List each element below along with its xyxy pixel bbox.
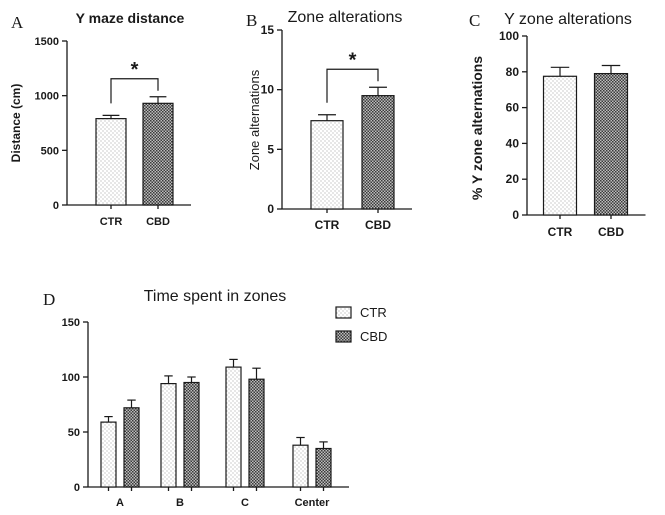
bar — [100, 421, 117, 488]
panel-b-ylabel: Zone alternations — [247, 69, 262, 170]
panel-d-letter: D — [43, 290, 55, 309]
bar — [593, 72, 629, 216]
x-tick-label: CBD — [146, 216, 170, 228]
y-tick-label: 0 — [74, 482, 80, 494]
bar — [123, 407, 140, 488]
legend-label: CTR — [360, 305, 387, 320]
x-tick-label: B — [176, 497, 184, 509]
bar — [248, 378, 265, 488]
x-tick-label: C — [241, 497, 249, 509]
x-tick-label: CTR — [315, 218, 340, 232]
panel-b-title: Zone alterations — [288, 9, 403, 26]
legend-label: CBD — [360, 329, 387, 344]
panel-c-letter: C — [469, 11, 480, 30]
panel-d: D Time spent in zones 0 50 100 150 A B C Center… — [43, 288, 387, 509]
y-tick-label: 1000 — [35, 91, 59, 103]
panel-a-plot: 0 500 1000 1500 CTR CBD * — [35, 36, 191, 228]
y-tick-label: 1500 — [35, 36, 59, 48]
legend-swatch — [335, 330, 352, 343]
panel-d-title: Time spent in zones — [144, 288, 287, 305]
x-tick-label: CBD — [365, 218, 391, 232]
bar — [292, 444, 309, 488]
x-tick-label: CTR — [100, 216, 123, 228]
significance-label: * — [349, 49, 357, 71]
bar — [95, 118, 127, 206]
y-tick-label: 80 — [506, 65, 520, 79]
x-tick-label: CBD — [598, 225, 624, 239]
y-tick-label: 15 — [261, 23, 275, 37]
x-tick-label: CTR — [548, 225, 573, 239]
panel-c-ylabel: % Y zone alternations — [469, 56, 485, 200]
panel-a: A Y maze distance Distance (cm) 0 500 1000… — [9, 10, 191, 228]
bar — [310, 120, 344, 210]
panel-a-title: Y maze distance — [76, 10, 185, 26]
y-tick-label: 0 — [512, 208, 519, 222]
y-tick-label: 150 — [62, 317, 80, 329]
y-tick-label: 5 — [267, 142, 274, 156]
x-tick-label: Center — [295, 497, 331, 509]
y-tick-label: 0 — [53, 200, 59, 212]
y-tick-label: 0 — [267, 202, 274, 216]
y-tick-label: 40 — [506, 136, 520, 150]
y-tick-label: 100 — [499, 29, 519, 43]
y-tick-label: 50 — [68, 427, 80, 439]
panel-c: C Y zone alterations % Y zone alternatio… — [469, 11, 646, 239]
panel-c-plot: 0 20 40 60 80 100 CTR CBD — [499, 29, 646, 239]
panel-b-letter: B — [246, 11, 257, 30]
bar — [160, 383, 177, 488]
y-tick-label: 500 — [41, 145, 59, 157]
bar — [225, 366, 242, 488]
x-tick-label: A — [116, 497, 124, 509]
y-tick-label: 100 — [62, 372, 80, 384]
bar — [183, 381, 200, 488]
panel-d-legend: CTR CBD — [335, 305, 387, 344]
panel-d-plot: 0 50 100 150 A B C Center — [62, 317, 349, 509]
bar — [142, 102, 174, 206]
panel-b-plot: 0 5 10 15 CTR CBD * — [261, 23, 412, 232]
bar — [542, 75, 578, 216]
panel-a-letter: A — [11, 13, 24, 32]
significance-label: * — [131, 59, 139, 81]
y-tick-label: 20 — [506, 172, 520, 186]
bar — [361, 95, 395, 210]
y-tick-label: 60 — [506, 101, 520, 115]
panel-c-title: Y zone alterations — [504, 11, 632, 28]
bar — [315, 447, 332, 488]
panel-a-ylabel: Distance (cm) — [9, 84, 23, 163]
y-tick-label: 10 — [261, 83, 275, 97]
significance-bracket — [326, 68, 379, 103]
legend-swatch — [335, 306, 352, 319]
significance-bracket — [110, 78, 159, 104]
panel-b: B Zone alterations Zone alternations 0 5 1… — [246, 9, 412, 232]
